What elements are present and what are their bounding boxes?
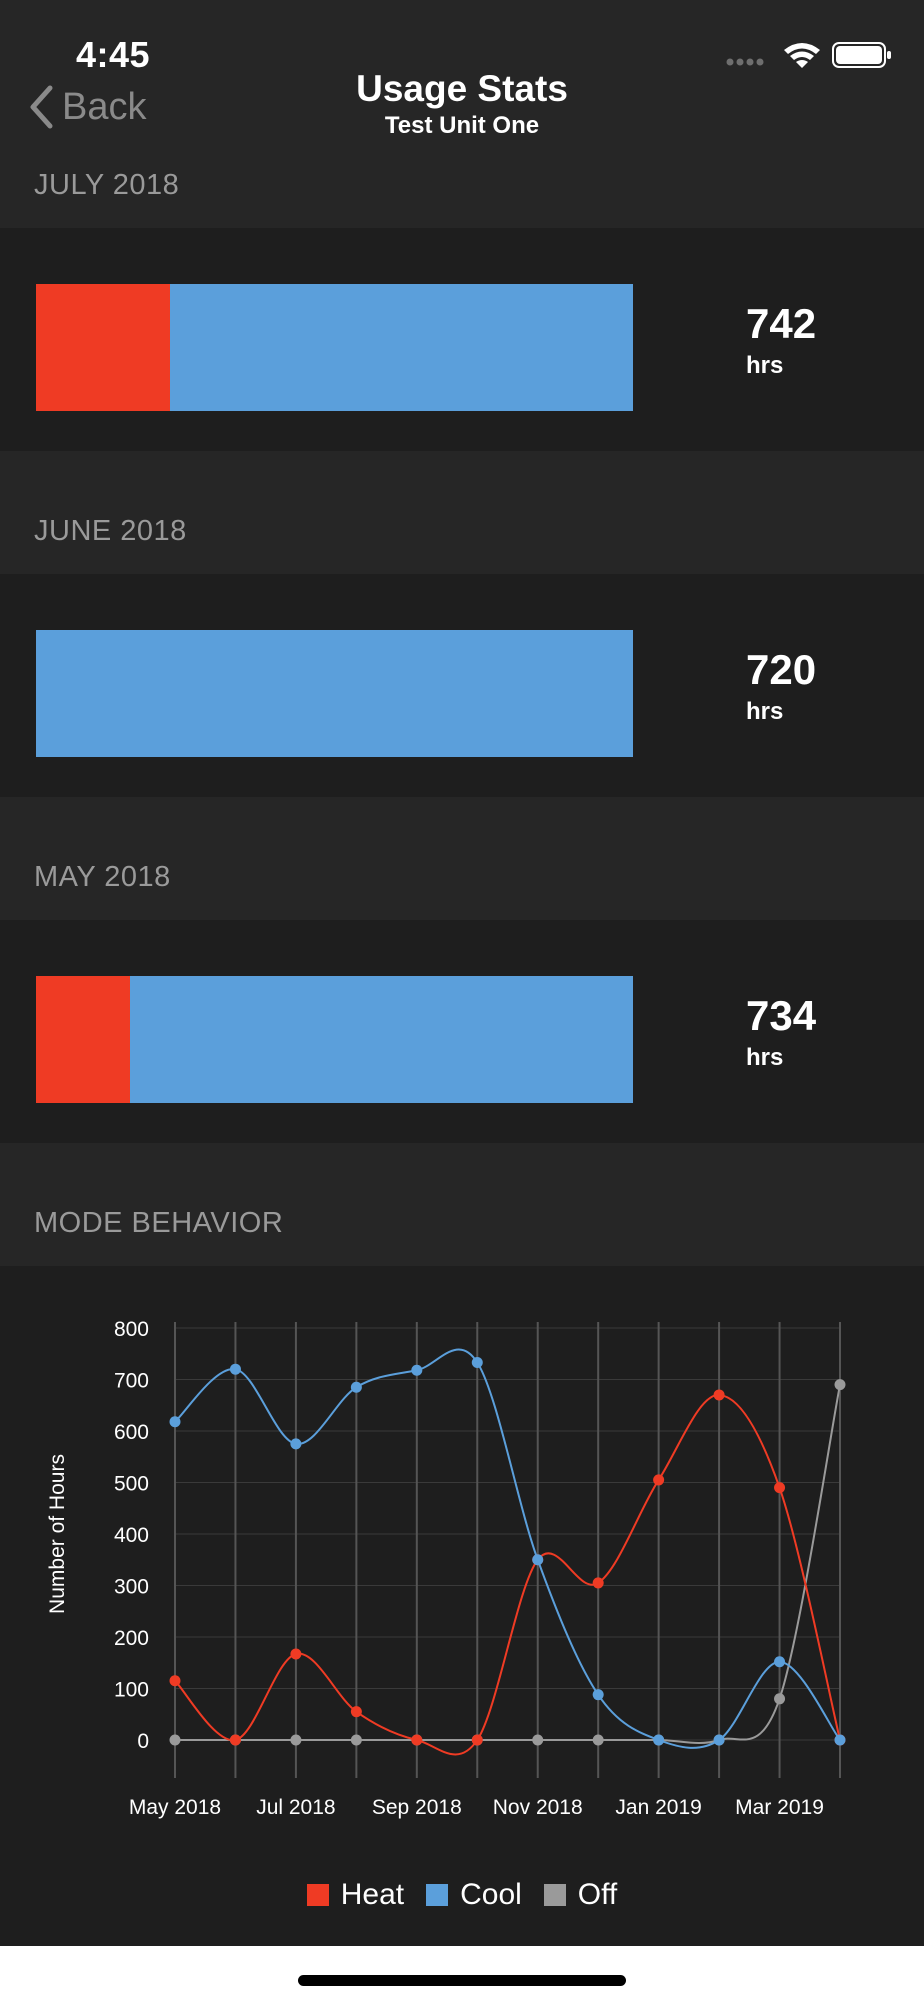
data-point-heat-7 (592, 1577, 604, 1589)
month-card-may-2018: 734 hrs (0, 920, 924, 1143)
status-icons (724, 40, 894, 70)
battery-icon (832, 42, 891, 68)
legend-swatch-heat (306, 1884, 329, 1906)
data-point-off-6 (532, 1734, 544, 1746)
hours-total: 720 (746, 646, 817, 693)
x-tick-label: Jul 2018 (256, 1796, 335, 1819)
series-line-off (175, 1384, 841, 1745)
month-card-july-2018: 742 hrs (0, 228, 924, 451)
hours-unit: hrs (746, 1044, 784, 1071)
data-point-off-7 (592, 1734, 604, 1746)
section-header-label: JULY 2018 (34, 169, 180, 201)
x-tick-label: Mar 2019 (735, 1796, 824, 1819)
data-point-cool-7 (592, 1689, 604, 1701)
legend-swatch-off (543, 1884, 566, 1906)
data-point-heat-5 (471, 1734, 483, 1746)
data-point-heat-9 (713, 1389, 725, 1401)
hours-unit: hrs (746, 352, 784, 379)
y-axis-label: Number of Hours (46, 1454, 69, 1614)
y-tick-label-800: 800 (114, 1318, 149, 1341)
status-bar: 4:45 (0, 0, 924, 90)
legend-item-off: Off (543, 1878, 618, 1912)
back-button[interactable]: Back (28, 82, 146, 132)
data-point-cool-5 (471, 1357, 483, 1369)
y-tick-label-200: 200 (114, 1627, 149, 1650)
data-point-off-10 (774, 1693, 786, 1705)
section-header-july-2018: JULY 2018 (0, 160, 924, 228)
chart-legend: Heat Cool Off (0, 1878, 924, 1912)
hours-unit: hrs (746, 698, 784, 725)
cool-segment (129, 976, 633, 1103)
y-tick-label-100: 100 (114, 1679, 149, 1702)
x-tick-label: Nov 2018 (493, 1796, 583, 1819)
data-point-cool-10 (774, 1656, 786, 1668)
status-time: 4:45 (76, 34, 151, 75)
legend-label-cool: Cool (460, 1878, 522, 1911)
x-tick-label: Sep 2018 (372, 1796, 462, 1819)
mode-behavior-chart: 0 100 200 300 400 500 600 700 800 May 2018 Jul 201… (0, 1266, 924, 1946)
cool-segment (170, 284, 633, 411)
data-point-heat-10 (774, 1482, 786, 1494)
data-point-heat-3 (350, 1706, 362, 1718)
data-point-cool-1 (229, 1363, 241, 1375)
data-point-cool-9 (713, 1734, 725, 1746)
x-tick-label: May 2018 (129, 1796, 221, 1819)
home-indicator-area (0, 1946, 924, 2000)
data-point-cool-3 (350, 1381, 362, 1393)
usage-bar (36, 284, 633, 411)
data-point-cool-8 (653, 1734, 665, 1746)
legend-item-heat: Heat (306, 1878, 405, 1912)
data-point-off-0 (169, 1734, 181, 1746)
x-tick-label: Jan 2019 (615, 1796, 701, 1819)
legend-item-cool: Cool (426, 1878, 522, 1912)
back-label: Back (62, 85, 147, 128)
line-chart: 0 100 200 300 400 500 600 700 800 May 2018 Jul 201… (46, 1318, 846, 1819)
y-tick-label-300: 300 (114, 1576, 149, 1599)
month-card-june-2018: 720 hrs (0, 574, 924, 797)
navigation-bar: Back Usage Stats Test Unit One (0, 60, 924, 160)
home-indicator[interactable] (298, 1975, 626, 1986)
page-subtitle: Test Unit One (384, 112, 540, 139)
data-point-heat-8 (653, 1474, 665, 1486)
heat-segment (36, 976, 130, 1103)
section-header-may-2018: MAY 2018 (0, 797, 924, 920)
section-header-june-2018: JUNE 2018 (0, 451, 924, 574)
section-header-mode-behavior: MODE BEHAVIOR (0, 1143, 924, 1266)
y-tick-label-600: 600 (114, 1421, 149, 1444)
data-point-cool-4 (411, 1364, 423, 1376)
data-point-heat-0 (169, 1675, 181, 1687)
data-point-off-11 (834, 1379, 846, 1391)
section-header-label: MODE BEHAVIOR (34, 1207, 284, 1239)
cool-segment (36, 630, 633, 757)
legend-label-heat: Heat (340, 1878, 405, 1911)
y-tick-label-700: 700 (114, 1370, 149, 1393)
data-point-heat-1 (229, 1734, 241, 1746)
data-point-off-3 (350, 1734, 362, 1746)
usage-bar (36, 630, 633, 757)
data-point-heat-4 (411, 1734, 423, 1746)
hours-total: 734 (746, 992, 817, 1039)
data-point-cool-0 (169, 1416, 181, 1428)
data-point-cool-11 (834, 1734, 846, 1746)
legend-label-off: Off (577, 1878, 618, 1911)
page-title: Usage Stats (356, 68, 568, 109)
hours-total: 742 (746, 300, 817, 347)
y-tick-label-500: 500 (114, 1473, 149, 1496)
data-point-off-2 (290, 1734, 302, 1746)
y-tick-label-400: 400 (114, 1524, 149, 1547)
legend-swatch-cool (426, 1884, 449, 1906)
data-point-heat-2 (290, 1648, 302, 1660)
data-point-cool-6 (532, 1554, 544, 1566)
usage-bar (36, 976, 633, 1103)
chevron-left-icon (30, 85, 53, 129)
data-point-cool-2 (290, 1438, 302, 1450)
cellular-signal-icon (726, 58, 764, 66)
wifi-icon (784, 43, 820, 68)
section-header-label: JUNE 2018 (34, 515, 187, 547)
heat-segment (36, 284, 171, 411)
y-tick-label-0: 0 (137, 1730, 149, 1753)
section-header-label: MAY 2018 (34, 861, 171, 893)
